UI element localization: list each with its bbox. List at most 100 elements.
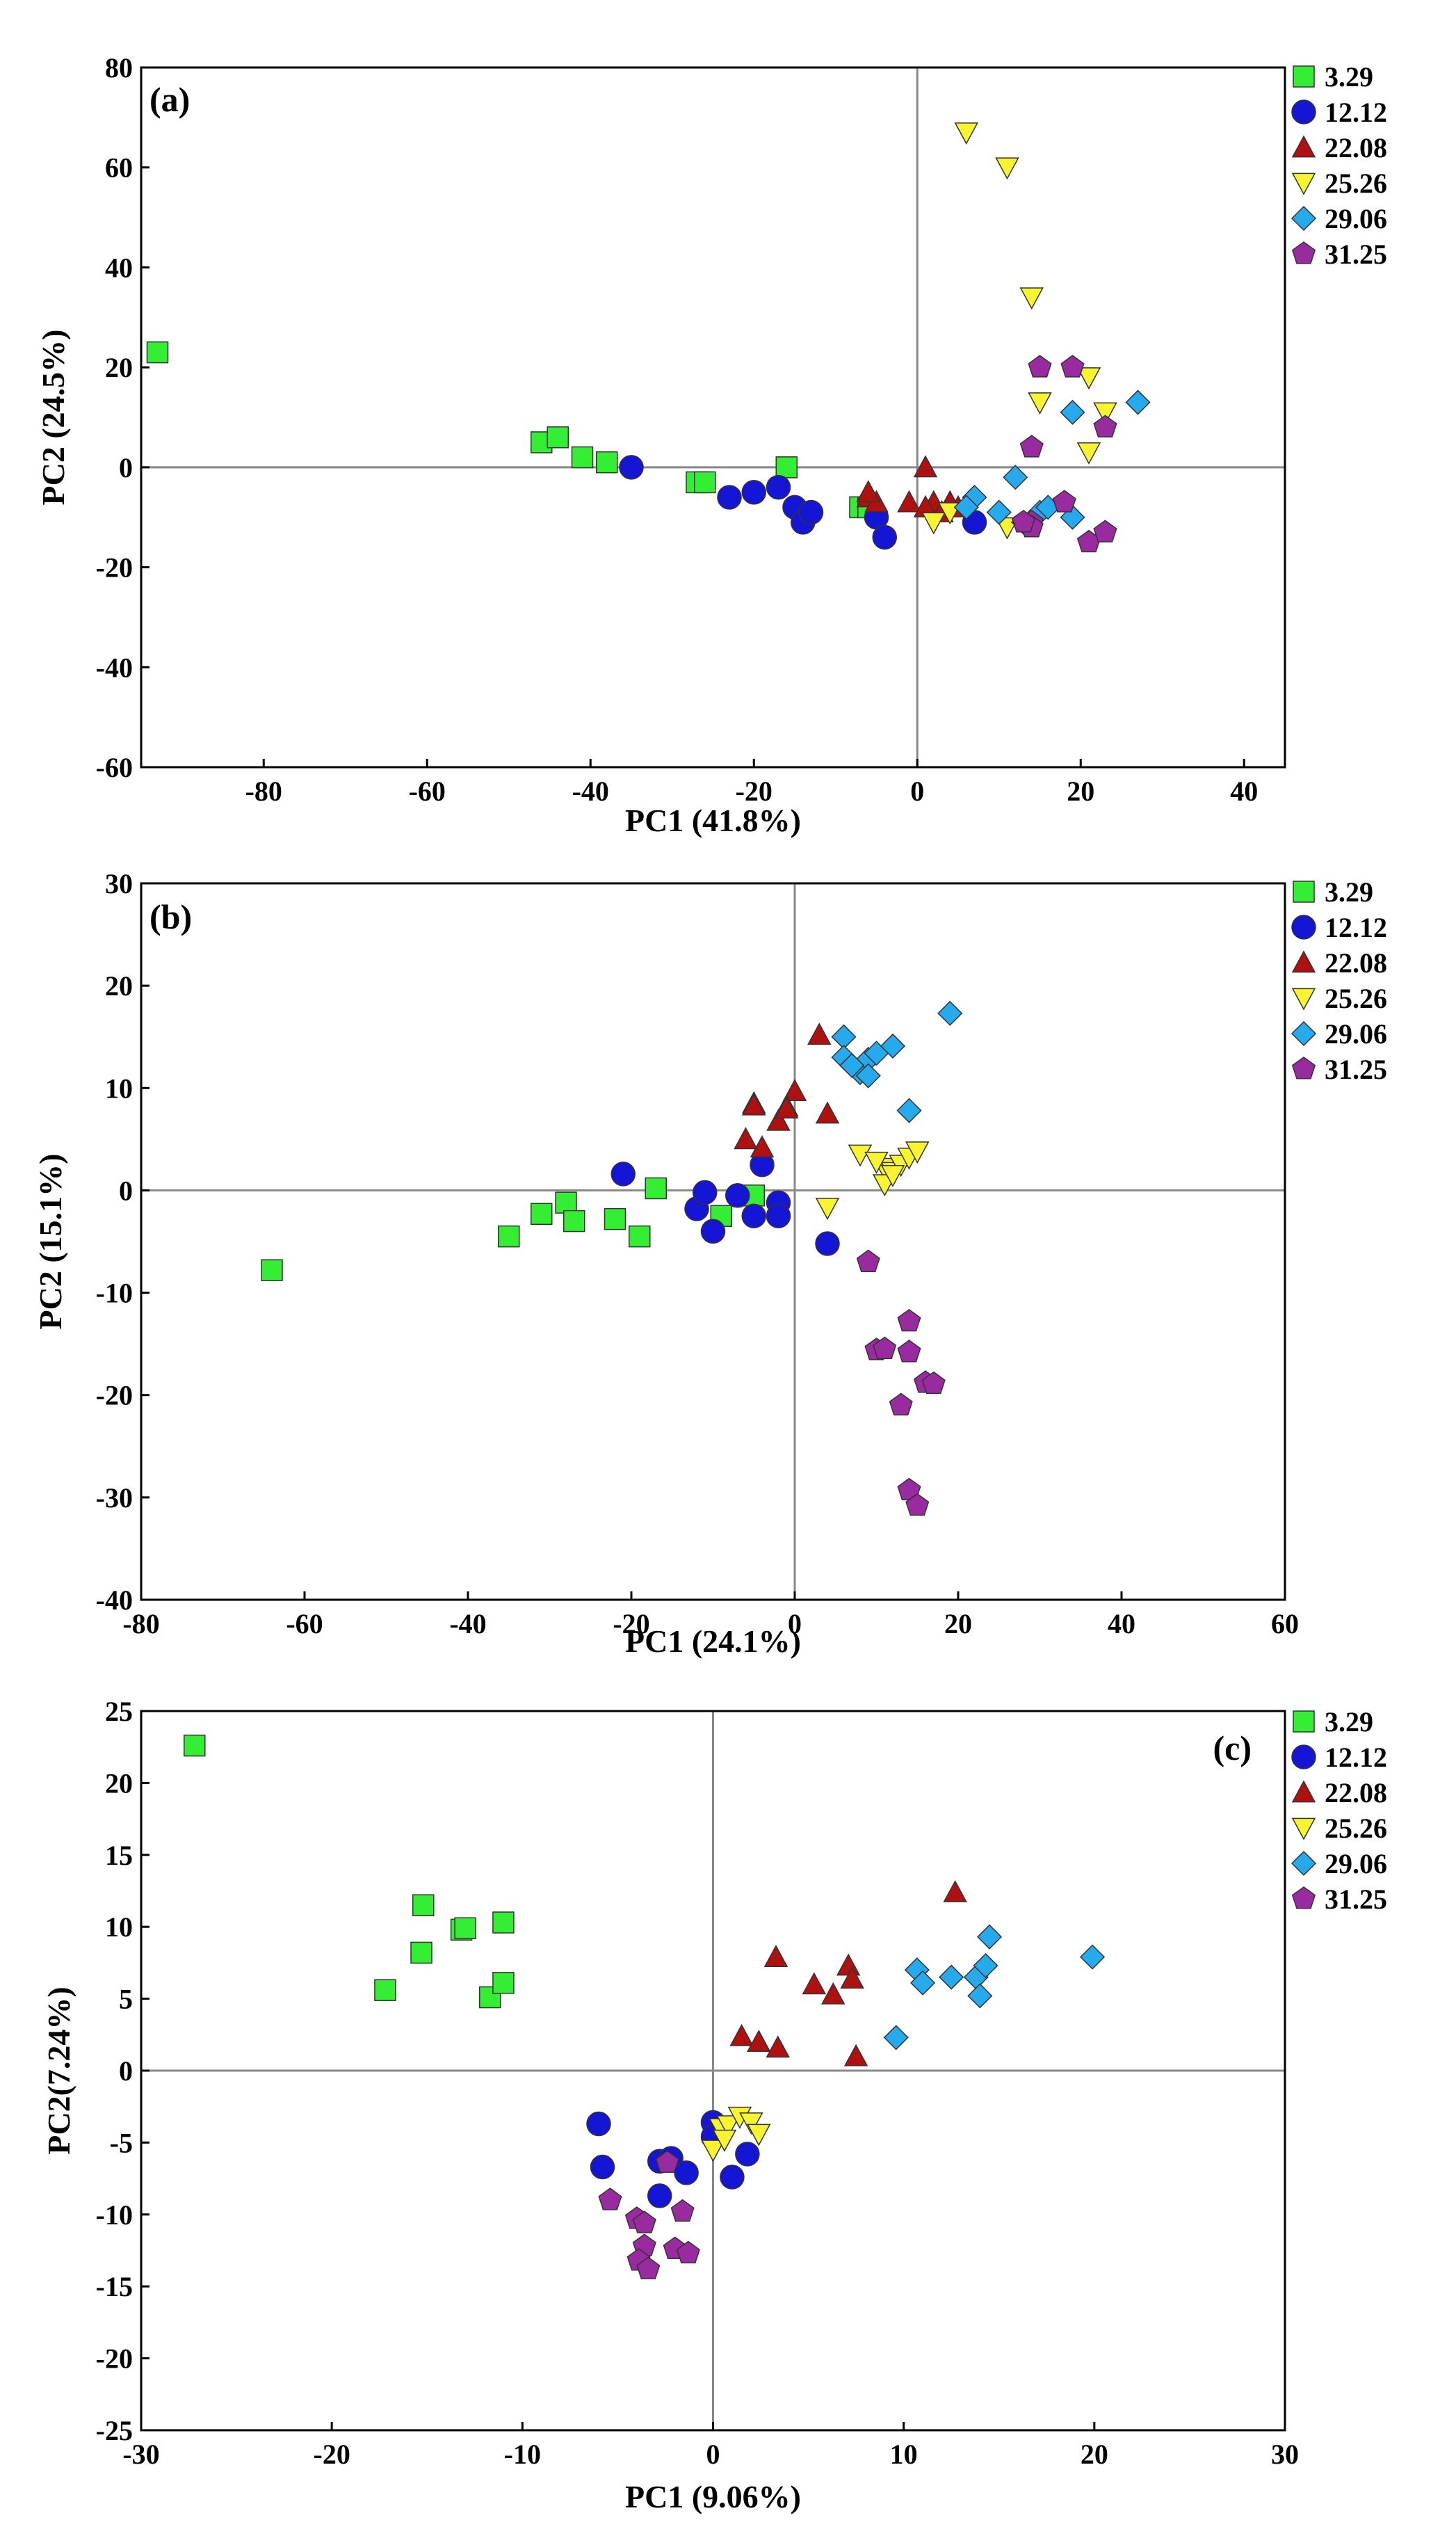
y-tick-label: -40	[96, 652, 133, 683]
y-tick-label: -40	[96, 1584, 133, 1616]
data-point	[864, 1151, 889, 1174]
legend-label: 29.06	[1325, 1018, 1387, 1050]
legend-marker	[1293, 881, 1315, 903]
data-point	[747, 2123, 771, 2146]
series-29.06	[831, 1000, 963, 1123]
series-12.12	[619, 455, 987, 550]
data-point	[1093, 402, 1117, 425]
data-point	[798, 499, 824, 525]
y-tick-label: 80	[105, 52, 133, 83]
y-tick-label: 15	[105, 1840, 133, 1871]
data-point	[905, 1141, 930, 1164]
data-point	[1028, 392, 1052, 415]
data-point	[604, 1207, 626, 1230]
data-point	[807, 1022, 832, 1045]
legend-label: 25.26	[1325, 168, 1387, 199]
data-point	[976, 1924, 1003, 1950]
legend: 3.29 12.12 22.08 25.26 29.06 31.25	[1291, 876, 1387, 1085]
y-tick-label: -20	[96, 1380, 133, 1411]
data-point	[1060, 399, 1085, 425]
data-point	[836, 1953, 861, 1976]
data-point	[725, 1183, 750, 1208]
legend-label: 29.06	[1325, 1848, 1387, 1879]
data-point	[374, 1979, 396, 2001]
legend-marker	[1291, 1744, 1316, 1769]
data-point	[734, 1127, 758, 1150]
panel-2: -30 -20 -10 0 10 20 30 -25 -20 -15 -10 -5 0 5 10 15 20 25…	[41, 1696, 1387, 2514]
panel-label: (c)	[1213, 1728, 1252, 1767]
legend-label: 3.29	[1325, 876, 1373, 908]
data-point	[701, 2139, 725, 2162]
data-point	[973, 1952, 998, 1979]
data-point	[410, 1941, 432, 1964]
x-tick-label: -80	[122, 1608, 159, 1639]
legend-label: 12.12	[1325, 912, 1387, 943]
x-axis-title: PC1 (24.1%)	[625, 1623, 801, 1659]
legend-marker	[1291, 205, 1317, 232]
x-axis-title: PC1 (41.8%)	[625, 803, 801, 838]
data-point	[921, 1371, 946, 1395]
legend-marker	[1291, 1817, 1316, 1840]
x-tick-label: -20	[314, 2439, 350, 2470]
data-point	[896, 1098, 922, 1123]
series-25.26	[921, 122, 1117, 540]
series-3.29	[184, 1734, 515, 2009]
legend-label: 22.08	[1325, 1777, 1387, 1808]
y-tick-label: -30	[96, 1482, 133, 1514]
legend-marker	[1291, 99, 1316, 125]
data-point	[596, 451, 618, 474]
data-point	[766, 1108, 791, 1131]
data-point	[412, 1894, 435, 1916]
panel-label: (a)	[149, 80, 190, 119]
data-point	[872, 524, 897, 550]
data-point	[839, 1052, 865, 1078]
y-tick-label: -15	[96, 2271, 133, 2302]
x-tick-label: 0	[706, 2439, 720, 2470]
data-point	[636, 2256, 661, 2279]
panel-1: -80 -60 -40 -20 0 20 40 60 -40 -30 -20 -10 0 10 20 30 PC…	[33, 868, 1387, 1659]
data-point	[531, 1203, 553, 1226]
data-point	[766, 1203, 791, 1228]
data-point	[741, 1203, 766, 1228]
data-point	[571, 446, 594, 469]
y-axis-title: PC2 (24.5%)	[35, 330, 71, 506]
data-point	[694, 471, 716, 494]
data-point	[741, 1093, 766, 1116]
legend-label: 31.25	[1325, 1054, 1387, 1085]
y-tick-label: 5	[119, 1984, 133, 2015]
data-point	[1052, 490, 1076, 513]
legend: 3.29 12.12 22.08 25.26 29.06 31.25	[1291, 61, 1387, 270]
legend-marker	[1291, 988, 1316, 1011]
data-point	[774, 1096, 799, 1119]
x-tick-label: -60	[286, 1608, 323, 1639]
y-axis-title: PC2 (15.1%)	[33, 1154, 68, 1330]
legend-marker	[1291, 1886, 1316, 1909]
data-point	[1019, 287, 1044, 310]
data-point	[555, 1191, 577, 1214]
legend-marker	[1293, 65, 1315, 88]
x-axis-title: PC1 (9.06%)	[625, 2479, 801, 2514]
y-tick-label: 40	[105, 252, 133, 283]
x-tick-label: 20	[1081, 2439, 1108, 2470]
data-point	[729, 2023, 754, 2046]
data-point	[590, 2154, 615, 2180]
data-point	[1019, 435, 1044, 458]
x-tick-label: -30	[122, 2439, 159, 2470]
x-tick-label: 0	[788, 1608, 802, 1639]
data-point	[693, 1180, 718, 1205]
data-point	[454, 1917, 476, 1940]
y-tick-label: -25	[96, 2415, 133, 2446]
series-3.29	[261, 1177, 765, 1281]
y-tick-label: 0	[119, 452, 133, 483]
data-point	[739, 2112, 763, 2135]
data-point	[939, 1964, 964, 1990]
legend-label: 12.12	[1325, 97, 1387, 128]
series-22.08	[729, 1879, 967, 2066]
legend-marker	[1291, 1057, 1316, 1079]
data-point	[782, 1079, 807, 1102]
data-point	[716, 2115, 741, 2138]
data-point	[883, 2025, 909, 2050]
x-tick-label: -20	[613, 1608, 649, 1639]
data-point	[880, 1033, 906, 1059]
data-point	[261, 1259, 283, 1281]
